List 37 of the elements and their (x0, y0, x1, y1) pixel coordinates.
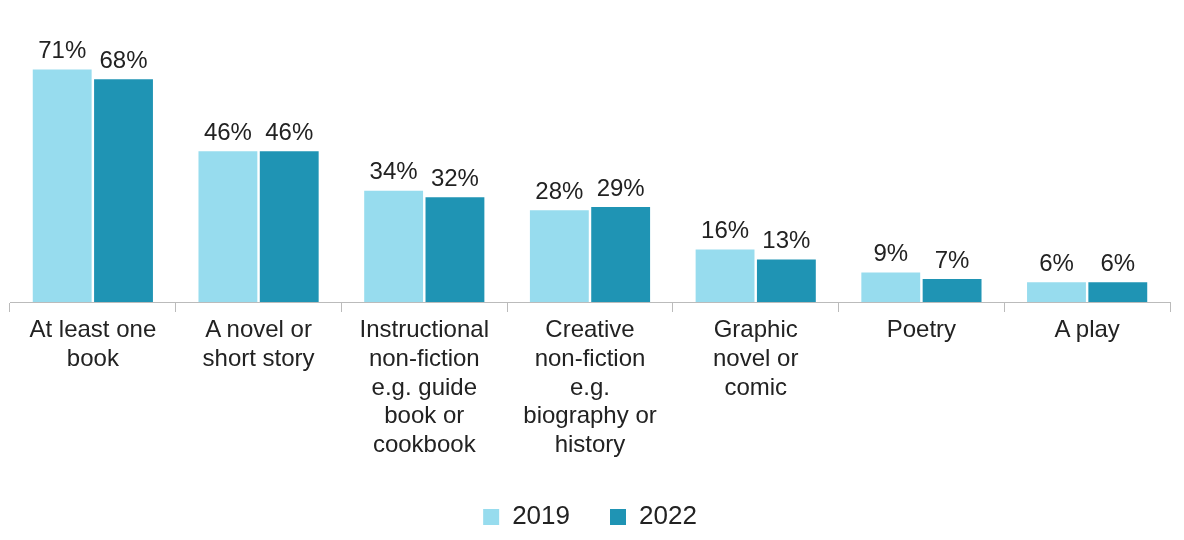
bar (591, 207, 651, 302)
legend-label: 2019 (512, 500, 570, 531)
data-label: 29% (596, 173, 645, 201)
data-label: 71% (38, 36, 87, 64)
data-label: 68% (99, 45, 148, 73)
data-label: 32% (430, 163, 479, 191)
x-tick-label: At least one book (29, 315, 157, 371)
bar (1088, 282, 1148, 302)
bar (259, 151, 319, 302)
data-label: 28% (535, 176, 584, 204)
bar (861, 272, 921, 302)
x-tick-label: Instructional non-fiction e.g. guide book or cookbook (359, 315, 489, 458)
legend-label: 2022 (639, 500, 697, 531)
bar (364, 190, 424, 302)
x-tick-label: A play (1054, 315, 1120, 343)
data-label: 6% (1039, 248, 1074, 276)
data-label: 13% (762, 226, 811, 254)
data-label: 46% (203, 117, 252, 145)
data-label: 46% (265, 117, 314, 145)
bar (922, 279, 982, 302)
bar (425, 197, 485, 302)
bar (695, 249, 755, 302)
x-tick-label: Creative non-fiction e.g. biography or history (523, 315, 657, 458)
bar (94, 79, 153, 302)
x-tick-label: Poetry (886, 315, 957, 343)
bar (1027, 282, 1086, 302)
data-label: 16% (701, 216, 750, 244)
bar (32, 69, 92, 302)
data-label: 34% (369, 157, 418, 185)
bar (529, 210, 589, 302)
x-tick-label: A novel or short story (202, 315, 315, 371)
x-tick-label: Graphic novel or comic (713, 315, 799, 400)
data-label: 7% (934, 245, 970, 273)
bar (756, 259, 816, 302)
data-label: 6% (1100, 248, 1136, 276)
data-label: 9% (873, 239, 909, 267)
bar (198, 151, 258, 302)
